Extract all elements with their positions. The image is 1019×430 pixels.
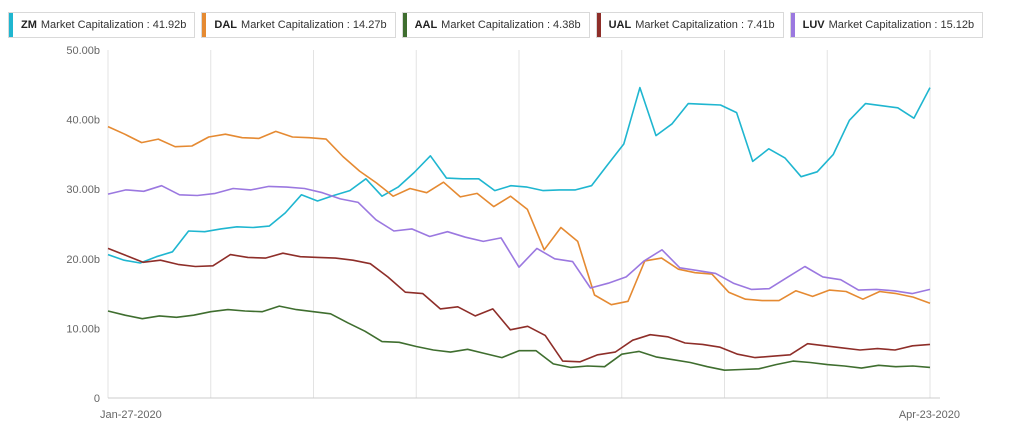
x-tick-label: Apr-23-2020 bbox=[899, 409, 960, 421]
legend-value: Market Capitalization : 7.41b bbox=[635, 19, 775, 31]
series-line-zm bbox=[107, 86, 931, 264]
legend-value: Market Capitalization : 14.27b bbox=[241, 19, 387, 31]
legend-swatch bbox=[202, 13, 207, 37]
legend-ticker: LUV bbox=[802, 19, 825, 31]
chart-legend: ZM Market Capitalization : 41.92b DAL Marke… bbox=[8, 12, 984, 38]
x-tick-label: Jan-27-2020 bbox=[100, 409, 162, 421]
legend-label: ZM Market Capitalization : 41.92b bbox=[13, 13, 194, 37]
y-tick-label: 20.00b bbox=[66, 254, 100, 266]
legend-swatch bbox=[9, 13, 13, 37]
y-tick-label: 40.00b bbox=[66, 115, 100, 127]
legend-label: AAL Market Capitalization : 4.38b bbox=[407, 13, 589, 37]
y-tick-label: 10.00b bbox=[66, 323, 100, 335]
legend-item-dal[interactable]: DAL Market Capitalization : 14.27b bbox=[201, 12, 396, 38]
legend-value: Market Capitalization : 4.38b bbox=[441, 19, 581, 31]
legend-label: DAL Market Capitalization : 14.27b bbox=[206, 13, 394, 37]
legend-swatch bbox=[402, 13, 407, 37]
legend-item-luv[interactable]: LUV Market Capitalization : 15.12b bbox=[789, 12, 984, 38]
series-line-luv bbox=[107, 184, 931, 295]
legend-ticker: UAL bbox=[608, 19, 632, 31]
legend-item-aal[interactable]: AAL Market Capitalization : 4.38b bbox=[401, 12, 590, 38]
legend-label: LUV Market Capitalization : 15.12b bbox=[795, 13, 983, 37]
legend-ticker: DAL bbox=[214, 19, 238, 31]
legend-ticker: AAL bbox=[414, 19, 438, 31]
series-line-aal bbox=[107, 305, 931, 372]
legend-label: UAL Market Capitalization : 7.41b bbox=[601, 13, 783, 37]
y-tick-label: 0 bbox=[94, 393, 100, 405]
series-line-ual bbox=[107, 247, 931, 363]
legend-value: Market Capitalization : 41.92b bbox=[40, 19, 187, 31]
legend-item-zm[interactable]: ZM Market Capitalization : 41.92b bbox=[8, 12, 196, 38]
legend-swatch bbox=[790, 13, 795, 37]
legend-swatch bbox=[596, 13, 601, 37]
legend-ticker: ZM bbox=[21, 19, 37, 31]
y-tick-label: 50.00b bbox=[66, 45, 100, 57]
series-line-dal bbox=[107, 125, 931, 306]
legend-value: Market Capitalization : 15.12b bbox=[828, 19, 975, 31]
y-tick-label: 30.00b bbox=[66, 184, 100, 196]
legend-item-ual[interactable]: UAL Market Capitalization : 7.41b bbox=[595, 12, 784, 38]
